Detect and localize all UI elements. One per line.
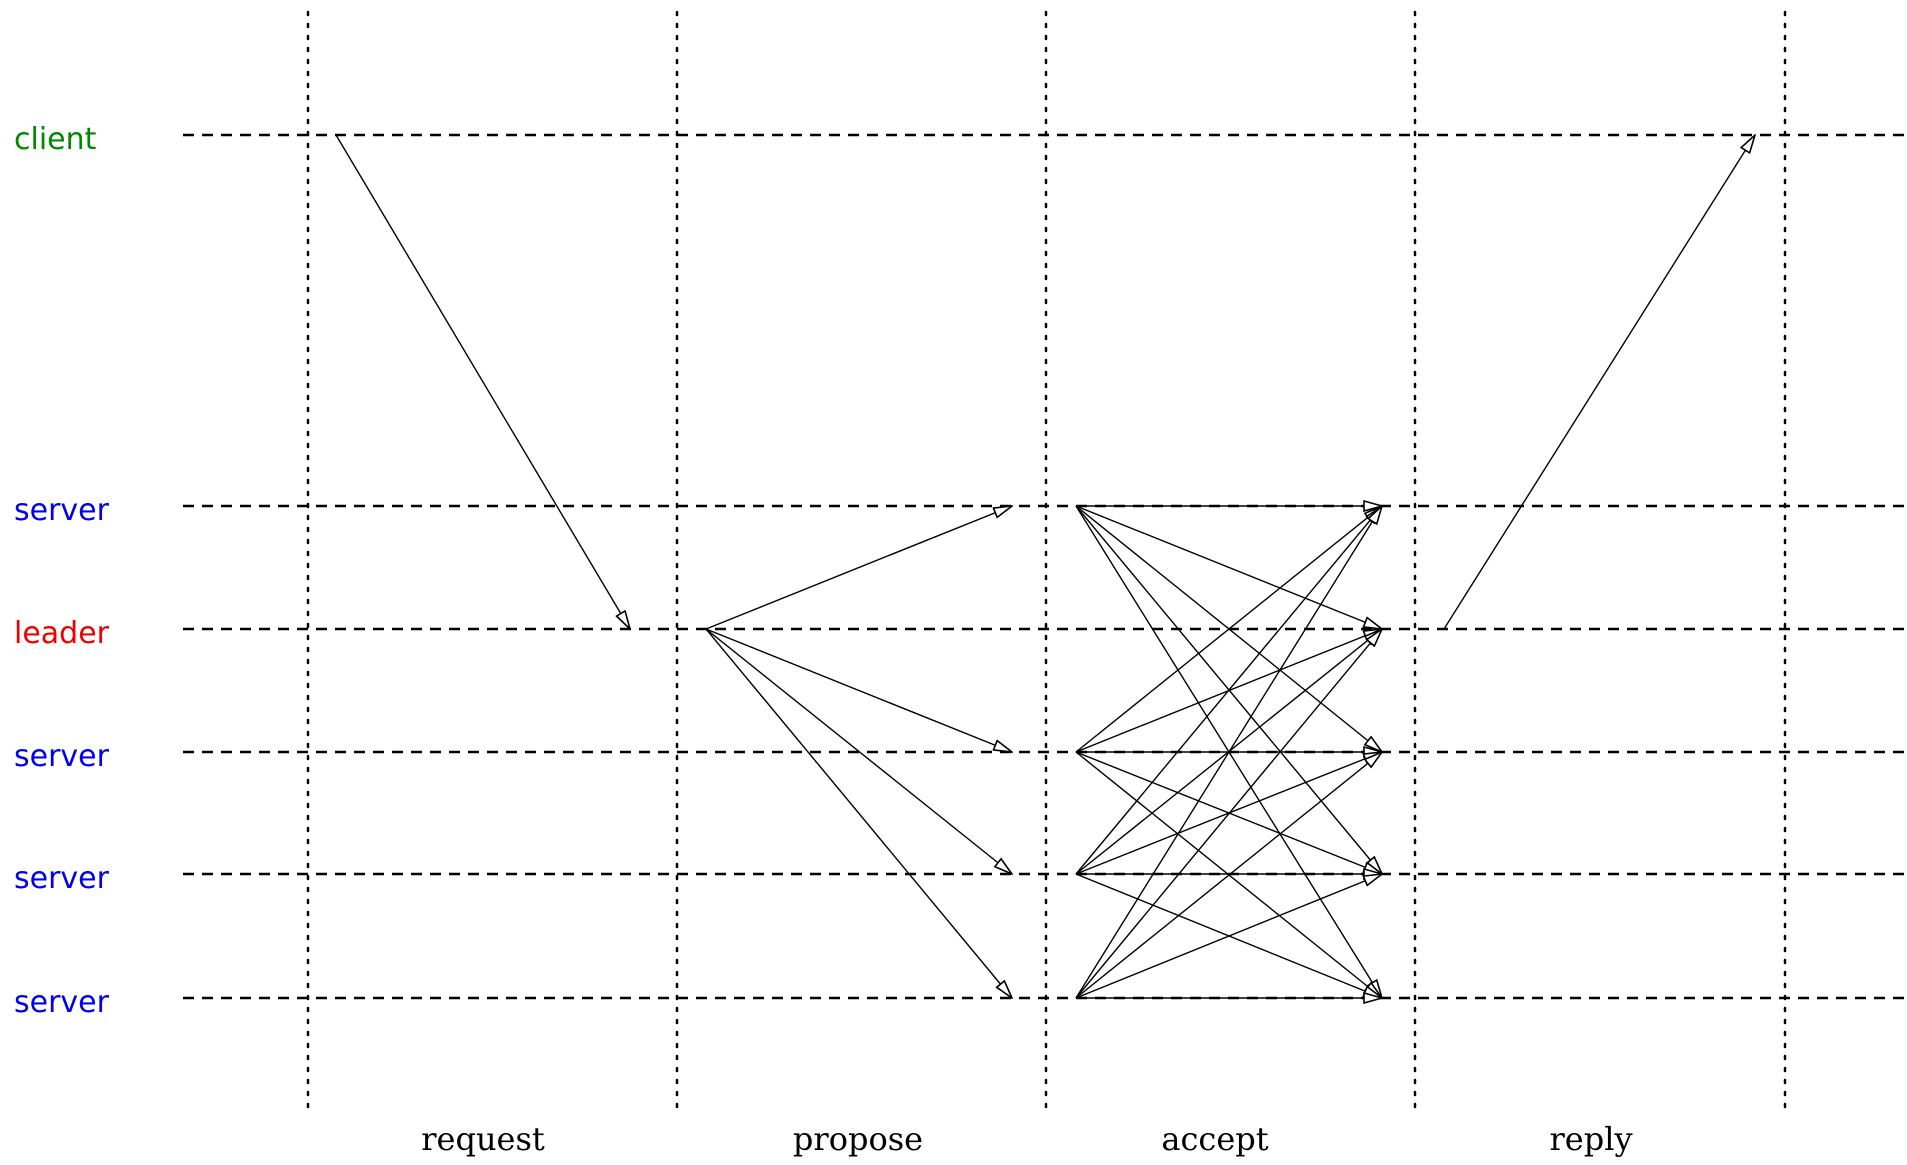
lane-label-client: client xyxy=(14,122,97,157)
phase-label-request: request xyxy=(421,1120,545,1158)
message-arrow-accept-s4-to-s1 xyxy=(1075,506,1382,875)
phase-boundaries xyxy=(306,10,1787,1114)
phase-labels: request propose accept reply xyxy=(421,1120,1632,1158)
lane-label-server: server xyxy=(14,985,110,1020)
phase-label-propose: propose xyxy=(793,1120,923,1158)
lane-label-server: server xyxy=(14,493,110,528)
lane-label-server: server xyxy=(14,739,110,774)
lane-labels: client server leader server server serve… xyxy=(14,122,110,1020)
message-arrow-accept-s3-to-s1 xyxy=(1075,506,1382,753)
message-arrows xyxy=(335,134,1755,999)
message-arrow-propose-leader-to-s4 xyxy=(705,628,1012,874)
message-arrow-propose-leader-to-s1 xyxy=(705,506,1012,630)
message-arrow-accept-s1-to-leader xyxy=(1075,505,1382,629)
message-arrow-propose-leader-to-s5 xyxy=(705,628,1012,998)
message-arrow-reply-leader-to-client xyxy=(1443,135,1755,630)
phase-label-reply: reply xyxy=(1549,1120,1632,1158)
message-arrow-accept-s5-to-s4 xyxy=(1075,874,1382,999)
message-arrow-accept-s5-to-leader xyxy=(1075,629,1382,999)
message-arrow-request-client-to-leader xyxy=(335,134,630,629)
message-arrow-propose-leader-to-s3 xyxy=(705,628,1012,752)
lane-label-server: server xyxy=(14,861,110,896)
message-arrow-accept-s5-to-s3 xyxy=(1075,752,1382,999)
message-arrow-accept-s5-to-s1 xyxy=(1075,506,1382,999)
lane-label-leader: leader xyxy=(14,616,110,651)
lane-lines xyxy=(183,133,1907,1000)
phase-label-accept: accept xyxy=(1161,1120,1268,1158)
